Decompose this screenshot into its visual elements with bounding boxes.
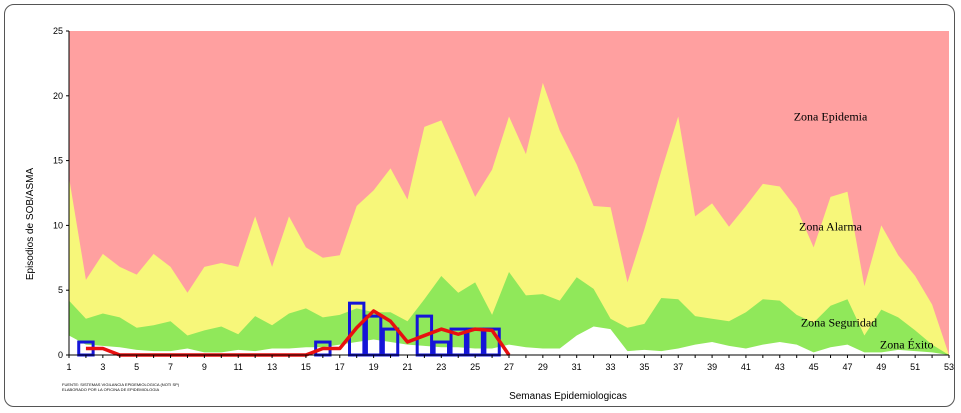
zone-area-zona-seguridad (69, 272, 949, 355)
zone-label-zona-alarma: Zona Alarma (799, 220, 863, 234)
chart-frame (4, 4, 955, 407)
y-tick-label: 5 (58, 285, 63, 295)
x-tick-label: 45 (809, 362, 819, 372)
zone-area-zona-alarma (69, 82, 949, 355)
x-tick-label: 35 (639, 362, 649, 372)
source-line-2: ELABORADO POR LA OFICINA DE EPIDEMIOLOGI… (62, 387, 159, 392)
zone-label-zona-xito: Zona Éxito (880, 338, 934, 352)
x-tick-label: 23 (436, 362, 446, 372)
x-tick-label: 17 (335, 362, 345, 372)
labels: Episodios de SOB/ASMA Semanas Epidemiolo… (25, 168, 627, 402)
x-tick-label: 13 (267, 362, 277, 372)
source-line-1: FUENTE: SISTEMAS VIGILANCIA EPIDEMIOLOGI… (62, 382, 180, 387)
x-tick-label: 47 (842, 362, 852, 372)
zone-label-zona-seguridad: Zona Seguridad (801, 315, 877, 329)
x-tick-label: 51 (910, 362, 920, 372)
x-tick-label: 15 (301, 362, 311, 372)
y-tick-label: 20 (53, 91, 63, 101)
x-tick-label: 5 (134, 362, 139, 372)
x-axis-label: Semanas Epidemiologicas (509, 391, 627, 402)
x-tick-label: 9 (202, 362, 207, 372)
x-tick-label: 39 (707, 362, 717, 372)
zone-area-zona-xito (69, 326, 949, 355)
x-tick-label: 19 (369, 362, 379, 372)
x-tick-label: 7 (168, 362, 173, 372)
y-tick-label: 0 (58, 350, 63, 360)
x-tick-label: 41 (741, 362, 751, 372)
x-tick-label: 37 (673, 362, 683, 372)
x-tick-label: 11 (234, 362, 243, 372)
x-tick-label: 29 (538, 362, 548, 372)
x-tick-label: 31 (572, 362, 582, 372)
x-tick-label: 33 (606, 362, 616, 372)
y-tick-label: 10 (53, 220, 63, 230)
x-tick-label: 25 (470, 362, 480, 372)
y-tick-label: 25 (53, 26, 63, 36)
zone-label-zona-epidemia: Zona Epidemia (794, 109, 868, 123)
y-tick-label: 15 (53, 156, 63, 166)
x-tick-label: 49 (876, 362, 886, 372)
x-tick-label: 43 (775, 362, 785, 372)
x-tick-label: 21 (402, 362, 412, 372)
x-tick-label: 53 (944, 362, 954, 372)
x-tick-label: 3 (100, 362, 105, 372)
plot-area (69, 31, 949, 357)
x-tick-label: 1 (66, 362, 71, 372)
x-tick-label: 27 (504, 362, 514, 372)
y-axis-label: Episodios de SOB/ASMA (25, 168, 36, 281)
